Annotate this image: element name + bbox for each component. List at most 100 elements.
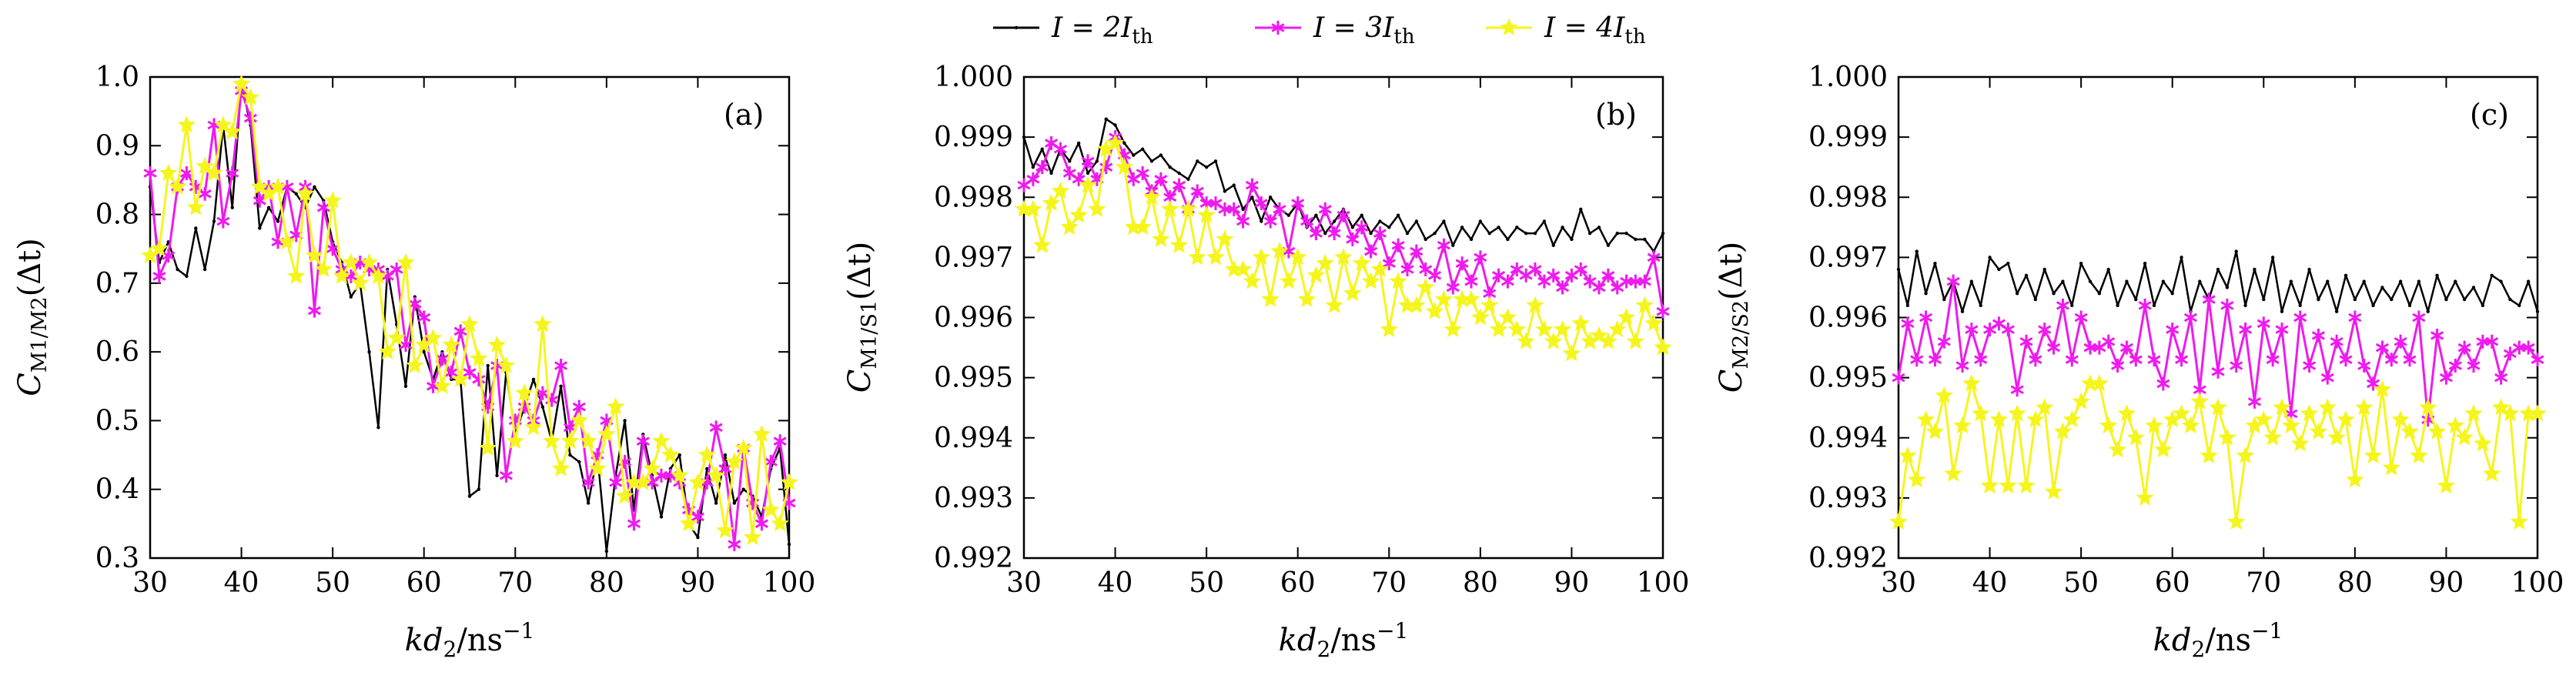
marker-dot	[1634, 237, 1638, 242]
marker-asterisk	[1400, 262, 1414, 276]
marker-star	[2190, 392, 2209, 410]
marker-dot	[202, 267, 207, 272]
marker-star	[534, 315, 552, 333]
marker-star	[396, 252, 415, 271]
legend-item-1: I = 2Ith	[993, 12, 1153, 48]
marker-star	[205, 163, 223, 181]
marker-dot	[741, 487, 745, 491]
marker-star	[232, 74, 251, 92]
marker-asterisk	[2166, 323, 2180, 337]
marker-dot	[2033, 297, 2038, 302]
marker-dot	[1350, 226, 1355, 229]
marker-dot	[2334, 309, 2339, 313]
x-tick-label: 90	[681, 567, 716, 599]
marker-dot	[2326, 279, 2330, 283]
xlabel-kd: kd	[1279, 623, 1317, 658]
marker-star	[1972, 404, 1990, 422]
panel-c-ylabel: CM2/S2(Δt)	[1714, 242, 1753, 393]
marker-dot	[1132, 153, 1136, 157]
x-tick-label: 100	[1637, 567, 1690, 599]
marker-star	[1169, 236, 1189, 253]
y-tick-label: 0.992	[1808, 543, 1888, 574]
marker-star	[2419, 398, 2437, 416]
marker-dot	[1113, 123, 1117, 127]
marker-dot	[2015, 292, 2019, 296]
marker-dot	[705, 466, 709, 471]
marker-star	[752, 424, 771, 443]
marker-star	[1517, 332, 1535, 349]
marker-asterisk	[2384, 353, 2398, 367]
marker-asterisk	[2394, 334, 2407, 349]
marker-asterisk	[2367, 376, 2380, 391]
marker-star	[2026, 410, 2045, 428]
marker-asterisk	[2448, 359, 2462, 373]
marker-dot	[2481, 303, 2485, 308]
marker-asterisk	[1601, 268, 1615, 282]
marker-star	[560, 431, 580, 450]
marker-star	[1617, 308, 1636, 326]
marker-star	[1233, 259, 1253, 277]
marker-star	[1999, 476, 2017, 494]
marker-star	[1042, 193, 1061, 212]
marker-star	[1916, 410, 1935, 428]
marker-star	[2410, 446, 2428, 464]
series-2	[1017, 130, 1670, 319]
marker-asterisk	[2257, 316, 2270, 331]
marker-star	[1206, 248, 1225, 266]
series-3	[141, 74, 798, 546]
marker-asterisk	[1500, 274, 1514, 289]
marker-star	[2263, 428, 2282, 446]
marker-star	[1980, 476, 1999, 494]
marker-asterisk	[1364, 244, 1378, 259]
marker-star	[607, 397, 625, 415]
marker-dot	[2353, 297, 2357, 302]
marker-star	[688, 473, 708, 490]
xlabel-kd: kd	[2153, 623, 2192, 658]
x-tick-label: 100	[763, 567, 816, 599]
marker-asterisk	[2211, 364, 2225, 379]
marker-dot	[495, 473, 499, 478]
marker-dot	[1149, 159, 1154, 163]
marker-star	[2154, 440, 2173, 458]
marker-star	[679, 514, 698, 532]
marker-dot	[1988, 256, 1992, 259]
marker-asterisk	[1946, 274, 1960, 289]
marker-dot	[2152, 303, 2156, 308]
xlabel-sup: −1	[2251, 618, 2283, 644]
series-line	[1897, 250, 2539, 313]
x-tick-label: 70	[2246, 567, 2281, 599]
marker-dot	[1433, 231, 1437, 236]
marker-star	[1535, 319, 1554, 338]
marker-dot	[212, 219, 216, 223]
marker-asterisk	[1419, 262, 1433, 276]
marker-dot	[2407, 303, 2412, 308]
marker-dot	[1022, 135, 1026, 139]
marker-dot	[1204, 165, 1209, 169]
marker-asterisk	[1154, 172, 1168, 186]
marker-asterisk	[754, 517, 768, 531]
marker-asterisk	[2220, 298, 2234, 313]
marker-dot	[486, 363, 490, 368]
marker-asterisk	[1190, 184, 1204, 199]
x-tick-label: 60	[1280, 567, 1316, 599]
marker-dot	[1405, 231, 1410, 236]
marker-star	[2337, 410, 2355, 428]
marker-asterisk	[2521, 340, 2535, 355]
marker-dot	[1579, 207, 1583, 212]
marker-star	[2254, 410, 2273, 428]
marker-dot	[2444, 297, 2448, 302]
xlabel-unit: /ns	[457, 623, 503, 658]
marker-dot	[1896, 267, 1901, 272]
marker-asterisk	[718, 461, 732, 476]
marker-dot	[714, 501, 718, 505]
marker-star	[2400, 422, 2419, 440]
marker-star	[597, 424, 616, 443]
marker-asterisk	[2494, 370, 2508, 385]
marker-dot	[2161, 279, 2166, 283]
marker-dot	[787, 542, 791, 547]
marker-dot	[2454, 279, 2457, 283]
panel-c-tag: (c)	[2470, 98, 2509, 132]
marker-asterisk	[2339, 353, 2353, 367]
marker-dot	[1086, 171, 1090, 176]
ylabel-sub: M2/S2	[1729, 300, 1753, 369]
